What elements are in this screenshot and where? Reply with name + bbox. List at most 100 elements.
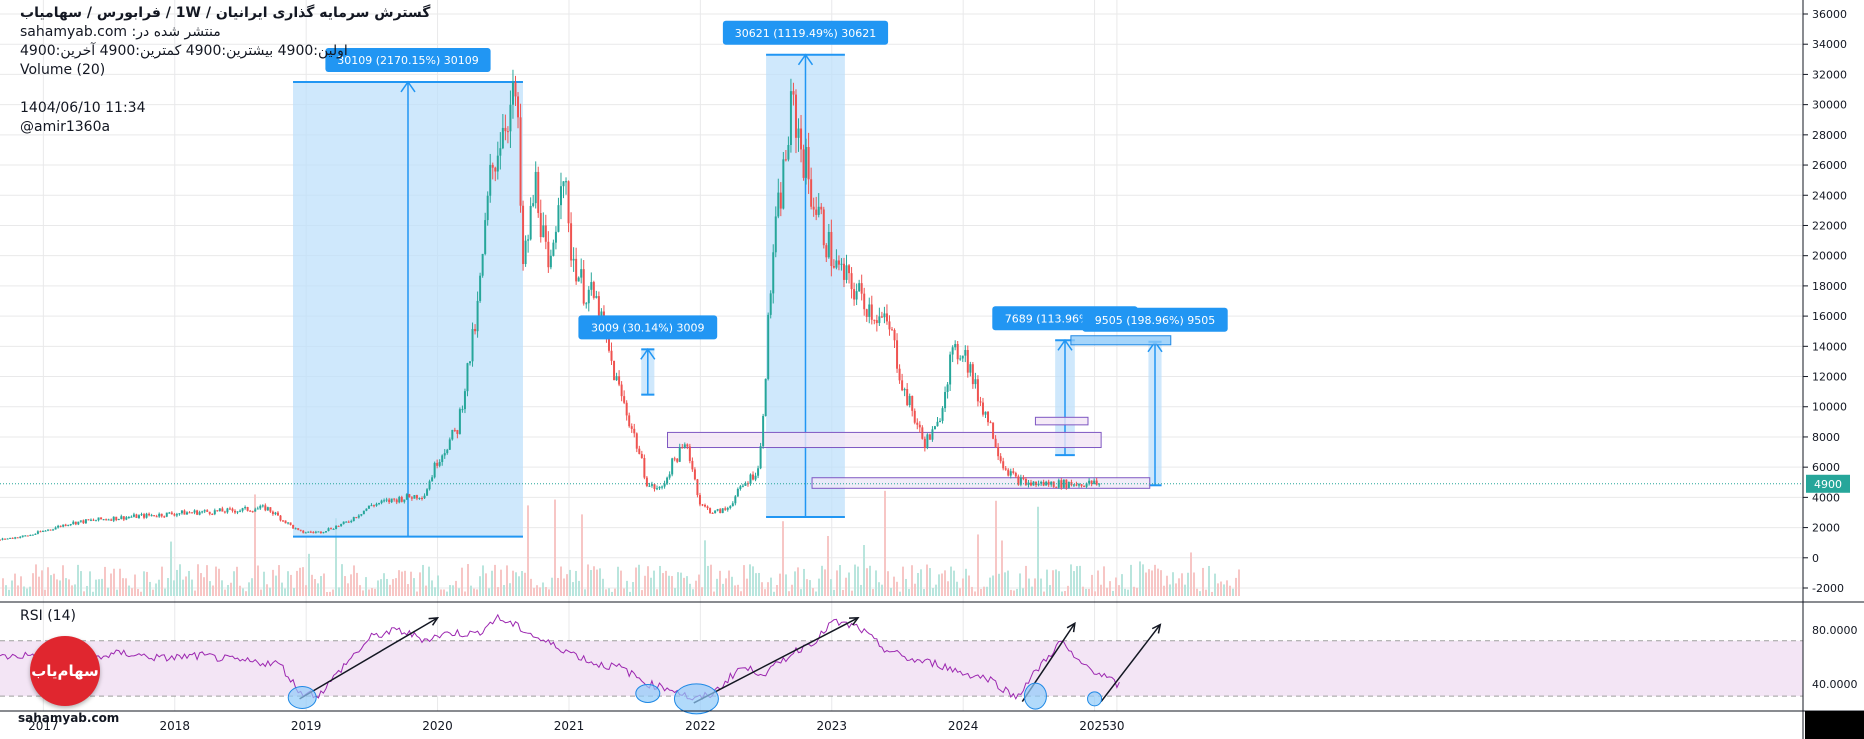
- price-candle: [688, 446, 691, 461]
- price-candle: [936, 421, 939, 427]
- volume-bar: [230, 582, 232, 596]
- price-candle: [360, 514, 363, 516]
- volume-bar: [38, 576, 40, 596]
- volume-bar: [518, 576, 520, 596]
- volume-bar: [626, 580, 628, 596]
- price-candle: [875, 320, 878, 324]
- price-candle: [324, 531, 327, 533]
- price-candle: [239, 510, 242, 512]
- price-candle: [736, 488, 739, 497]
- volume-bar: [365, 577, 367, 596]
- price-candle: [527, 239, 530, 241]
- volume-bar: [1043, 591, 1045, 596]
- price-candle: [36, 531, 39, 534]
- y-tick-label: 36000: [1812, 8, 1847, 21]
- snapshot-date: 1404/06/10 11:34: [20, 100, 146, 116]
- price-candle: [1019, 477, 1022, 485]
- volume-bar: [380, 579, 382, 596]
- price-candle: [390, 498, 393, 503]
- price-candle: [276, 512, 279, 516]
- price-candle: [749, 474, 752, 484]
- volume-bar: [548, 589, 550, 596]
- volume-bar: [140, 591, 142, 596]
- volume-bar: [980, 588, 982, 596]
- volume-bar: [1181, 573, 1183, 596]
- volume-bar: [1130, 564, 1132, 596]
- price-candle: [1083, 485, 1086, 487]
- price-candle: [1085, 483, 1088, 487]
- price-candle: [658, 486, 661, 489]
- volume-bar: [830, 579, 832, 596]
- volume-bar: [629, 591, 631, 596]
- volume-bar: [35, 564, 37, 596]
- volume-bar: [248, 582, 250, 596]
- volume-bar: [1001, 540, 1003, 596]
- volume-bar: [905, 578, 907, 596]
- price-candle: [1095, 480, 1098, 485]
- volume-bar: [1019, 573, 1021, 596]
- price-candle: [650, 484, 653, 486]
- volume-bar: [899, 591, 901, 596]
- price-candle: [668, 474, 671, 478]
- price-candle: [587, 289, 590, 304]
- volume-bar: [203, 577, 205, 596]
- measure-label-text: 30621 (1119.49%) 30621: [735, 27, 877, 40]
- price-candle: [870, 304, 873, 320]
- volume-bar: [332, 589, 334, 596]
- support-zones[interactable]: [667, 335, 1172, 489]
- price-candle: [107, 519, 110, 521]
- price-candle: [752, 474, 755, 480]
- price-candle: [481, 253, 484, 276]
- measure-label-text: 3009 (30.14%) 3009: [591, 321, 705, 334]
- volume-bar: [89, 571, 91, 596]
- price-candle: [370, 505, 373, 507]
- volume-bar: [770, 577, 772, 596]
- price-candle: [858, 283, 861, 292]
- price-candle: [906, 389, 909, 406]
- volume-bar: [575, 570, 577, 596]
- volume-bar: [662, 573, 664, 596]
- volume-bar: [47, 567, 49, 596]
- volume-bar: [983, 586, 985, 596]
- price-candle: [807, 147, 810, 180]
- measure-labels[interactable]: 30109 (2170.15%) 30109 3009 (30.14%) 3009…: [325, 20, 1228, 340]
- measure-label-text: 30109 (2170.15%) 30109: [337, 54, 479, 67]
- volume-bar: [1034, 578, 1036, 596]
- volume-bar: [242, 588, 244, 596]
- volume-bar: [1013, 590, 1015, 596]
- volume-bar: [104, 566, 106, 596]
- price-candle: [946, 384, 949, 392]
- price-candle: [721, 508, 724, 513]
- volume-bar: [413, 578, 415, 596]
- price-candle: [825, 245, 828, 258]
- price-candle: [1004, 468, 1007, 470]
- price-candle: [1075, 484, 1078, 486]
- volume-bar: [794, 571, 796, 596]
- rsi-indicator-label[interactable]: RSI (14): [20, 608, 76, 624]
- volume-bar: [422, 564, 424, 596]
- price-candle: [486, 195, 489, 221]
- price-candle: [16, 537, 19, 539]
- price-candle: [549, 255, 552, 268]
- price-candle: [115, 516, 118, 521]
- price-candle: [817, 206, 820, 215]
- price-candle: [352, 517, 355, 522]
- volume-bar: [509, 583, 511, 596]
- price-candle: [592, 282, 595, 298]
- price-candle: [704, 504, 707, 507]
- price-candle: [201, 511, 204, 513]
- price-candle: [1057, 480, 1060, 488]
- price-candle: [693, 469, 696, 480]
- price-candle: [226, 508, 229, 513]
- volume-bar: [890, 587, 892, 596]
- price-candle: [9, 537, 12, 539]
- price-candle: [1014, 472, 1017, 477]
- volume-bar: [443, 589, 445, 596]
- price-candle: [529, 205, 532, 240]
- price-candle: [461, 409, 464, 411]
- volume-bar: [854, 564, 856, 596]
- price-candle: [117, 518, 120, 521]
- rsi-oversold-marker: [1087, 691, 1103, 707]
- volume-bar: [929, 568, 931, 596]
